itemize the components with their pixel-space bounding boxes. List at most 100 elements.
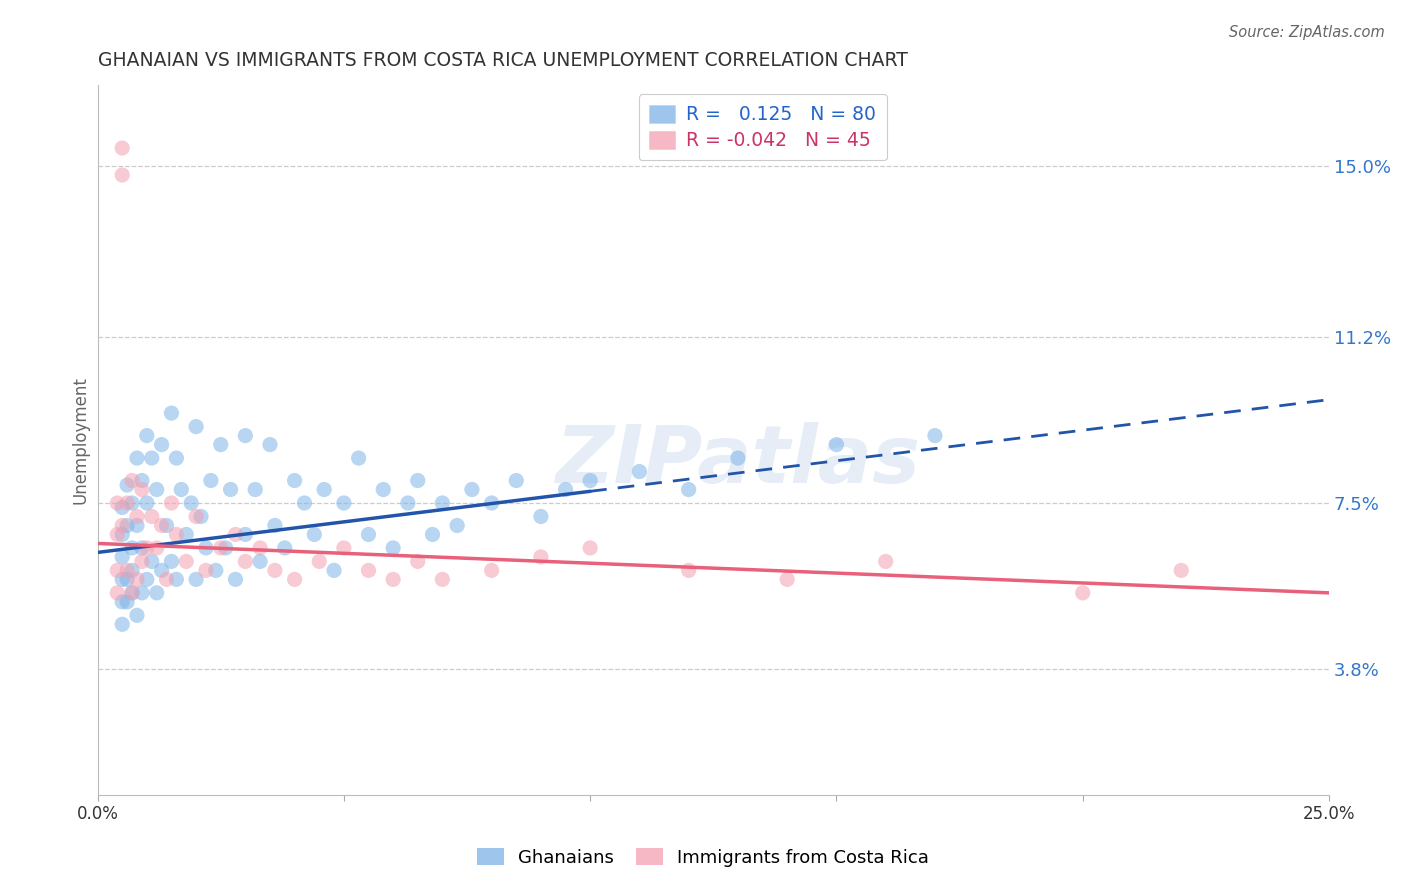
Point [314,483,336,497]
Point [214,541,236,555]
Point [224,527,246,541]
Point [135,541,157,555]
Point [135,573,157,587]
Point [111,549,134,564]
Point [530,509,553,524]
Point [249,541,271,555]
Point [579,541,602,555]
Point [131,483,153,497]
Point [145,483,167,497]
Point [131,474,153,488]
Point [209,437,232,451]
Point [209,541,232,555]
Point [924,428,946,442]
Point [1170,563,1192,577]
Point [150,563,173,577]
Point [406,474,429,488]
Point [111,168,134,182]
Point [432,573,454,587]
Point [141,554,163,568]
Point [875,554,897,568]
Point [121,496,143,510]
Point [554,483,576,497]
Point [170,483,193,497]
Point [481,496,503,510]
Point [264,518,287,533]
Point [125,518,148,533]
Point [219,483,242,497]
Point [776,573,799,587]
Point [461,483,484,497]
Point [111,500,134,515]
Point [727,451,749,466]
Point [165,573,187,587]
Point [115,496,138,510]
Point [446,518,468,533]
Point [115,595,138,609]
Point [190,509,212,524]
Point [294,496,316,510]
Point [194,563,217,577]
Point [323,563,346,577]
Point [284,573,307,587]
Point [382,573,405,587]
Point [180,496,202,510]
Point [131,541,153,555]
Point [245,483,267,497]
Legend: Ghanaians, Immigrants from Costa Rica: Ghanaians, Immigrants from Costa Rica [470,841,936,874]
Point [111,617,134,632]
Legend: R =   0.125   N = 80, R = -0.042   N = 45: R = 0.125 N = 80, R = -0.042 N = 45 [638,95,887,161]
Point [396,496,419,510]
Point [131,554,153,568]
Point [135,428,157,442]
Point [284,474,307,488]
Point [135,496,157,510]
Point [141,451,163,466]
Point [347,451,370,466]
Point [150,437,173,451]
Point [115,518,138,533]
Point [160,554,183,568]
Point [233,428,256,442]
Point [373,483,395,497]
Point [111,527,134,541]
Point [1071,586,1094,600]
Text: GHANAIAN VS IMMIGRANTS FROM COSTA RICA UNEMPLOYMENT CORRELATION CHART: GHANAIAN VS IMMIGRANTS FROM COSTA RICA U… [97,51,907,70]
Point [200,474,222,488]
Point [628,465,651,479]
Point [121,563,143,577]
Point [422,527,444,541]
Point [308,554,330,568]
Y-axis label: Unemployment: Unemployment [72,376,89,504]
Point [160,496,183,510]
Point [125,573,148,587]
Point [184,573,207,587]
Point [678,483,700,497]
Point [125,451,148,466]
Point [184,509,207,524]
Point [274,541,297,555]
Point [131,586,153,600]
Point [357,563,380,577]
Point [406,554,429,568]
Point [115,573,138,587]
Point [204,563,226,577]
Point [174,527,197,541]
Point [115,478,138,492]
Point [194,541,217,555]
Point [249,554,271,568]
Point [184,419,207,434]
Point [121,586,143,600]
Text: Source: ZipAtlas.com: Source: ZipAtlas.com [1229,25,1385,40]
Point [121,474,143,488]
Point [105,527,128,541]
Point [105,563,128,577]
Point [160,406,183,420]
Point [233,527,256,541]
Point [530,549,553,564]
Point [121,541,143,555]
Point [165,451,187,466]
Point [233,554,256,568]
Point [141,509,163,524]
Point [115,563,138,577]
